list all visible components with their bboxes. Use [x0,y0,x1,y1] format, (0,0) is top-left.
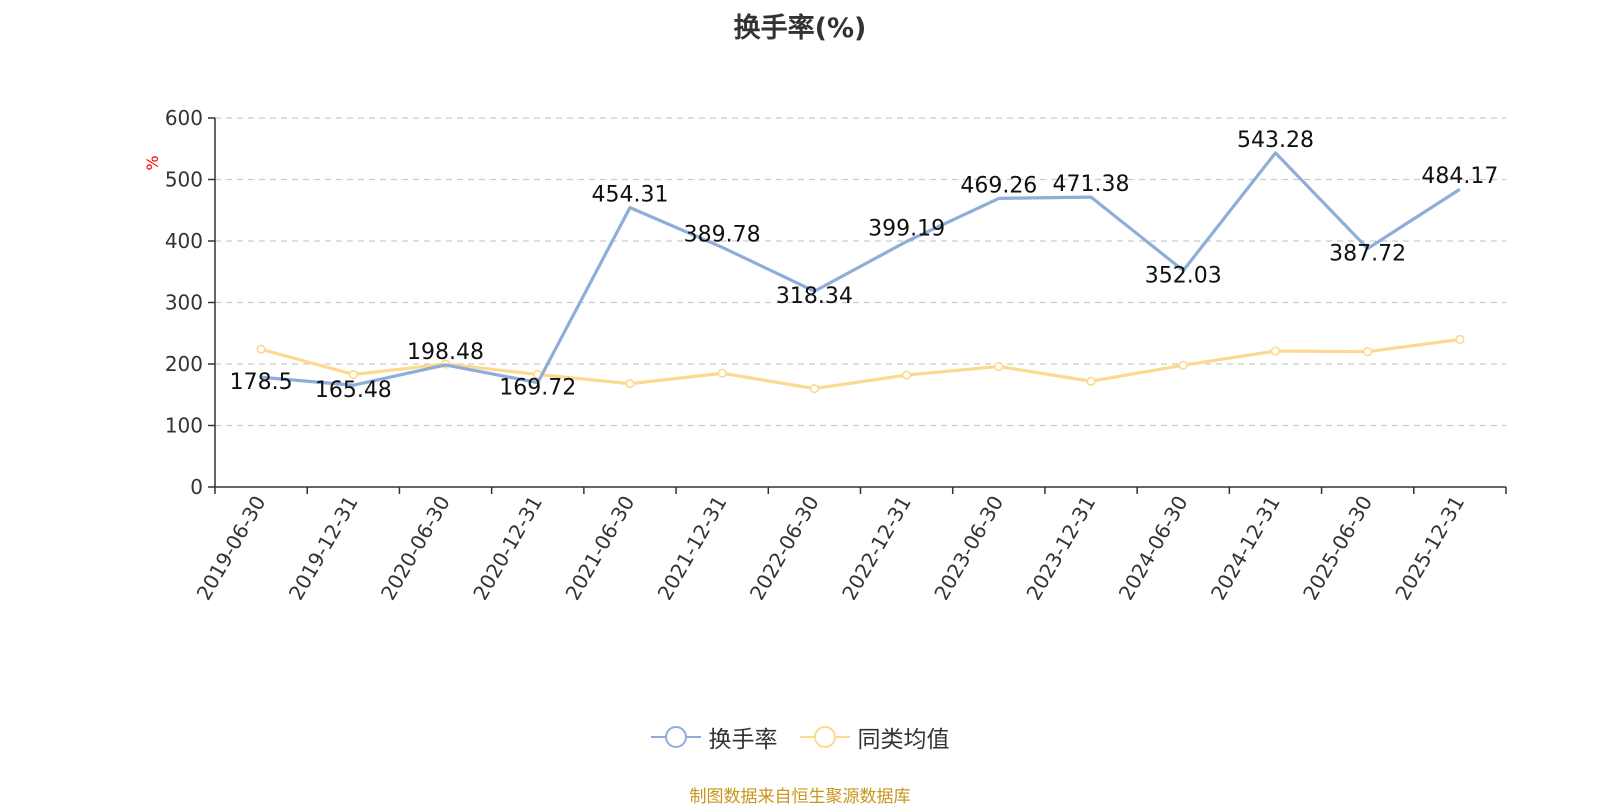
legend-marker-icon [799,726,850,748]
legend-marker-icon [650,726,701,748]
y-tick-label: 0 [190,475,203,499]
x-tick-label: 2021-06-30 [560,492,639,605]
legend-item-turnover[interactable]: 换手率 [650,720,778,754]
x-tick-label: 2022-12-31 [837,492,916,605]
legend-label: 换手率 [708,727,778,753]
y-axis-unit-label: % [143,155,162,170]
x-tick-label: 2020-06-30 [376,492,455,605]
data-point-peer-average [348,369,358,380]
data-label: 169.72 [499,376,576,401]
x-tick-label: 2025-06-30 [1298,492,1377,605]
x-tick-label: 2019-12-31 [284,492,363,605]
data-label: 484.17 [1421,164,1498,189]
legend-label: 同类均值 [857,727,950,753]
legend-item-peer-average[interactable]: 同类均值 [799,720,950,754]
data-label: 318.34 [776,284,853,309]
x-tick-label: 2023-06-30 [929,492,1008,605]
y-tick-label: 100 [165,414,203,438]
x-tick-label: 2025-12-31 [1390,492,1469,605]
data-label: 471.38 [1053,172,1130,197]
series [256,151,1465,394]
data-label: 454.31 [591,183,668,208]
y-tick-label: 600 [165,106,203,130]
x-tick-label: 2023-12-31 [1021,492,1100,605]
data-label: 543.28 [1237,128,1314,153]
series-line-peer-average [260,337,1461,391]
grid-lines [215,117,1506,427]
x-tick-label: 2019-06-30 [192,492,271,605]
data-labels: 178.5 165.48 198.48 169.72 454.31 389.78 318.3… [230,128,1499,403]
series-line-turnover [260,151,1461,387]
data-label: 165.48 [315,378,392,403]
data-label: 399.19 [868,216,945,241]
data-point-peer-average [809,384,819,394]
y-tick-label: 300 [165,291,203,315]
chart-title: 换手率(%) [733,13,867,44]
data-point-peer-average [1178,360,1188,370]
data-label: 198.48 [407,340,484,365]
data-point-peer-average [625,379,635,389]
x-tick-label: 2020-12-31 [468,492,547,605]
y-tick-label: 200 [165,352,203,376]
legend: 换手率 同类均值 [0,720,1600,754]
data-point-peer-average [1086,376,1096,386]
data-point-peer-average [1455,334,1465,345]
data-label: 389.78 [684,222,761,247]
data-point-peer-average [902,370,912,380]
data-point-peer-average [1270,346,1281,356]
data-point-peer-average [1363,347,1373,357]
y-tick-label: 400 [165,229,203,253]
data-point-peer-average [994,361,1004,372]
x-tick-label: 2024-12-31 [1206,492,1285,605]
x-tick-label: 2024-06-30 [1114,492,1193,605]
x-tick-label: 2022-06-30 [745,492,824,605]
data-point-peer-average [256,344,266,354]
x-tick-label: 2021-12-31 [653,492,732,605]
data-label: 178.5 [230,370,293,395]
y-tick-label: 500 [165,168,203,192]
data-label: 387.72 [1329,242,1406,267]
data-label: 469.26 [960,173,1037,198]
source-note: 制图数据来自恒生聚源数据库 [689,787,911,807]
data-label: 352.03 [1145,264,1222,289]
data-point-peer-average [717,368,727,378]
